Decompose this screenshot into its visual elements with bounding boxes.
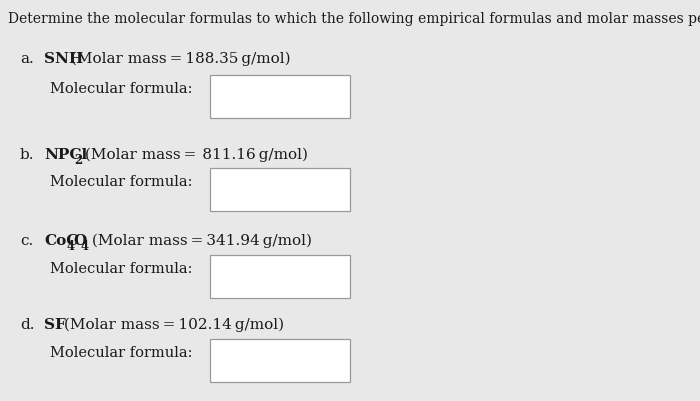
Bar [210, 168, 350, 211]
Text: Determine the molecular formulas to which the following empirical formulas and m: Determine the molecular formulas to whic… [8, 12, 700, 26]
Text: a.: a. [20, 52, 34, 66]
Text: 4: 4 [80, 240, 89, 253]
Text: (Molar mass = 341.94 g/mol): (Molar mass = 341.94 g/mol) [87, 234, 312, 248]
Bar [210, 339, 350, 382]
Text: 4: 4 [66, 240, 75, 253]
Text: NPCl: NPCl [44, 148, 88, 162]
Bar [210, 75, 350, 118]
Text: SNH: SNH [44, 52, 83, 66]
Text: Molecular formula:: Molecular formula: [50, 346, 192, 360]
Bar [210, 255, 350, 298]
Text: (Molar mass = 188.35 g/mol): (Molar mass = 188.35 g/mol) [66, 52, 291, 67]
Text: c.: c. [20, 234, 34, 248]
Text: Molecular formula:: Molecular formula: [50, 175, 192, 189]
Text: 2: 2 [74, 154, 83, 167]
Text: (Molar mass = 102.14 g/mol): (Molar mass = 102.14 g/mol) [59, 318, 284, 332]
Text: SF: SF [44, 318, 66, 332]
Text: O: O [73, 234, 86, 248]
Text: b.: b. [20, 148, 34, 162]
Text: Molecular formula:: Molecular formula: [50, 262, 192, 276]
Text: (Molar mass =  811.16 g/mol): (Molar mass = 811.16 g/mol) [80, 148, 309, 162]
Text: d.: d. [20, 318, 34, 332]
Text: Molecular formula:: Molecular formula: [50, 82, 192, 96]
Text: CoC: CoC [44, 234, 78, 248]
